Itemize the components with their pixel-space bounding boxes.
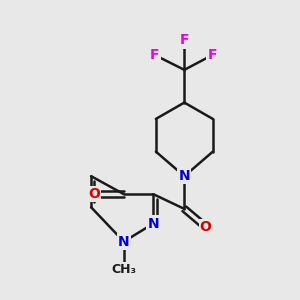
Text: O: O [200,220,212,234]
Text: F: F [150,48,160,62]
Text: F: F [207,48,217,62]
Text: N: N [148,217,159,231]
Text: N: N [118,235,130,249]
Text: CH₃: CH₃ [111,263,136,276]
Text: F: F [180,33,189,47]
Text: N: N [178,169,190,183]
Text: O: O [88,187,100,201]
